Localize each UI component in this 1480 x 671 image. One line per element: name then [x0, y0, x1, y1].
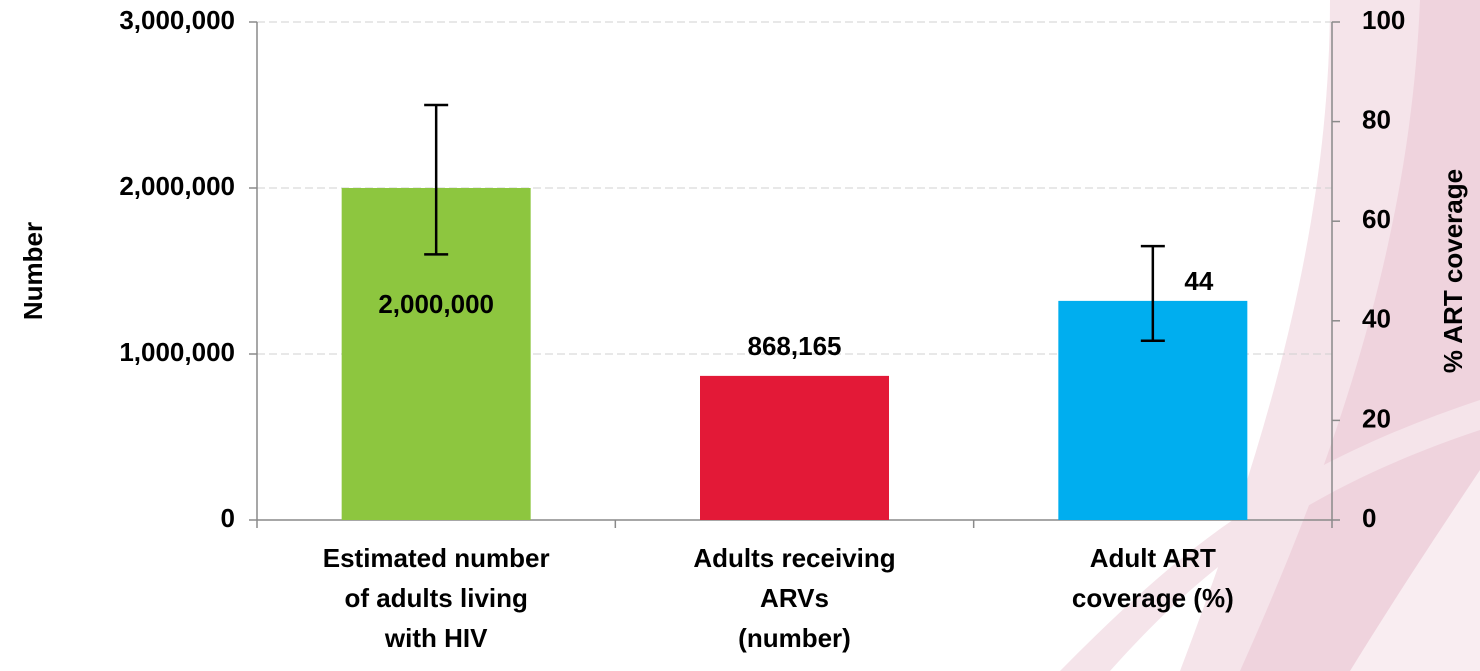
- y2-axis-title: % ART coverage: [1438, 169, 1468, 373]
- x-tick-label: coverage (%): [1072, 583, 1234, 613]
- y2-tick-label: 80: [1362, 104, 1391, 134]
- error-bar: [424, 103, 449, 256]
- y2-tick-label: 100: [1362, 5, 1405, 35]
- x-tick-label: with HIV: [384, 623, 488, 653]
- data-label: 868,165: [748, 331, 842, 361]
- y-tick-label: 2,000,000: [119, 171, 235, 201]
- y-tick-label: 1,000,000: [119, 337, 235, 367]
- y-tick-label: 0: [221, 503, 235, 533]
- x-tick-label: Adult ART: [1090, 543, 1216, 573]
- data-label: 44: [1184, 266, 1213, 296]
- data-label: 2,000,000: [378, 289, 494, 319]
- y2-tick-label: 40: [1362, 304, 1391, 334]
- x-tick-label: ARVs: [760, 583, 829, 613]
- y-tick-label: 3,000,000: [119, 5, 235, 35]
- x-tick-label: of adults living: [344, 583, 527, 613]
- x-tick-label: Estimated number: [323, 543, 550, 573]
- y2-tick-label: 60: [1362, 204, 1391, 234]
- y2-tick-label: 0: [1362, 503, 1376, 533]
- bar: [700, 375, 889, 520]
- x-tick-label: (number): [738, 623, 851, 653]
- background-ribbon: [1060, 0, 1480, 671]
- y-axis-title: Number: [18, 222, 48, 320]
- error-bar: [1140, 244, 1165, 342]
- y2-tick-label: 20: [1362, 403, 1391, 433]
- x-tick-label: Adults receiving: [693, 543, 895, 573]
